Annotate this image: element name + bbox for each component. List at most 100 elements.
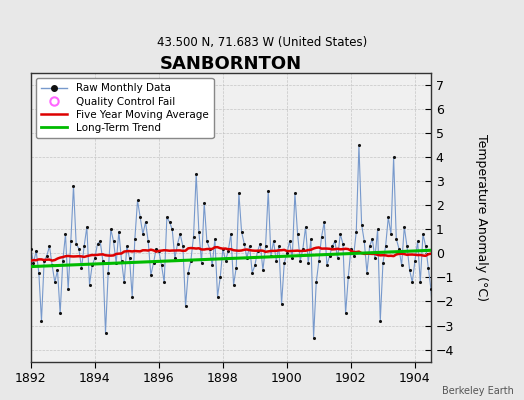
Point: [130, 236, 139, 242]
Text: 43.500 N, 71.683 W (United States): 43.500 N, 71.683 W (United States): [157, 36, 367, 49]
Point: [40, 257, 48, 264]
Point: [176, 231, 184, 237]
Point: [136, 214, 145, 220]
Point: [27, 245, 35, 252]
Point: [224, 248, 233, 254]
Point: [309, 334, 318, 341]
Point: [162, 214, 171, 220]
Point: [115, 228, 123, 235]
Point: [363, 270, 371, 276]
Point: [101, 330, 110, 336]
Point: [72, 240, 80, 247]
Point: [99, 257, 107, 264]
Point: [395, 245, 403, 252]
Point: [320, 219, 329, 225]
Point: [29, 260, 38, 266]
Point: [144, 238, 152, 244]
Point: [350, 252, 358, 259]
Point: [112, 260, 121, 266]
Point: [139, 231, 147, 237]
Point: [280, 260, 288, 266]
Point: [61, 231, 70, 237]
Point: [277, 301, 286, 307]
Point: [195, 228, 203, 235]
Point: [69, 183, 78, 189]
Point: [275, 243, 283, 249]
Point: [232, 264, 241, 271]
Point: [328, 243, 336, 249]
Point: [35, 270, 43, 276]
Point: [216, 274, 224, 281]
Point: [261, 243, 270, 249]
Point: [259, 267, 267, 273]
Point: [160, 279, 168, 286]
Point: [245, 243, 254, 249]
Point: [125, 255, 134, 261]
Point: [123, 243, 131, 249]
Point: [387, 231, 395, 237]
Point: [221, 257, 230, 264]
Point: [323, 262, 331, 268]
Point: [173, 240, 182, 247]
Point: [141, 219, 150, 225]
Point: [157, 262, 166, 268]
Point: [283, 250, 291, 256]
Point: [149, 260, 158, 266]
Point: [184, 270, 192, 276]
Point: [240, 240, 248, 247]
Point: [192, 171, 200, 177]
Point: [104, 270, 112, 276]
Point: [435, 231, 443, 237]
Point: [288, 255, 297, 261]
Point: [312, 279, 321, 286]
Point: [293, 231, 302, 237]
Point: [296, 257, 304, 264]
Point: [325, 252, 334, 259]
Point: [48, 262, 57, 268]
Point: [291, 190, 299, 196]
Point: [342, 310, 350, 317]
Point: [432, 245, 441, 252]
Point: [286, 238, 294, 244]
Point: [227, 231, 235, 237]
Point: [93, 240, 102, 247]
Point: [331, 238, 339, 244]
Point: [347, 245, 355, 252]
Point: [419, 231, 427, 237]
Point: [59, 257, 67, 264]
Point: [304, 260, 312, 266]
Point: [427, 286, 435, 293]
Point: [243, 255, 251, 261]
Point: [248, 270, 256, 276]
Point: [344, 274, 353, 281]
Point: [333, 255, 342, 261]
Point: [381, 243, 390, 249]
Text: Berkeley Earth: Berkeley Earth: [442, 386, 514, 396]
Point: [181, 303, 190, 310]
Point: [368, 236, 376, 242]
Point: [155, 248, 163, 254]
Point: [67, 238, 75, 244]
Point: [430, 327, 438, 334]
Point: [440, 346, 449, 353]
Point: [128, 294, 136, 300]
Point: [133, 197, 141, 204]
Point: [272, 257, 280, 264]
Point: [91, 255, 99, 261]
Point: [53, 267, 62, 273]
Point: [315, 257, 323, 264]
Point: [392, 236, 400, 242]
Point: [78, 264, 86, 271]
Point: [397, 262, 406, 268]
Point: [421, 243, 430, 249]
Point: [352, 228, 361, 235]
Point: [376, 318, 385, 324]
Point: [80, 243, 89, 249]
Point: [152, 245, 160, 252]
Point: [166, 219, 174, 225]
Point: [267, 252, 275, 259]
Point: [374, 226, 382, 232]
Point: [205, 245, 214, 252]
Point: [110, 238, 118, 244]
Point: [269, 238, 278, 244]
